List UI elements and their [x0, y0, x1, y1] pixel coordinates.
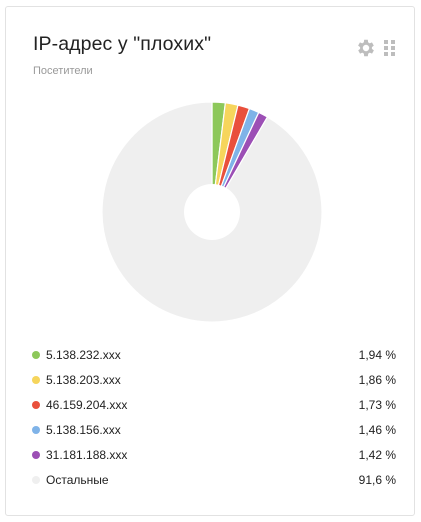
legend-label: 31.181.188.xxx: [46, 448, 128, 462]
legend-marker: [32, 426, 40, 434]
gear-icon[interactable]: [355, 37, 377, 59]
legend-marker: [32, 351, 40, 359]
legend-marker: [32, 476, 40, 484]
legend-value: 1,46 %: [358, 423, 396, 437]
legend-value: 1,94 %: [358, 348, 396, 362]
donut-hole: [184, 184, 240, 240]
legend-label: 46.159.204.xxx: [46, 398, 128, 412]
legend-marker: [32, 376, 40, 384]
legend-marker: [32, 451, 40, 459]
chart-legend: 5.138.232.xxx 1,94 % 5.138.203.xxx 1,86 % 46…: [30, 343, 396, 493]
legend-marker: [32, 401, 40, 409]
legend-item[interactable]: 5.138.232.xxx 1,94 %: [30, 343, 396, 368]
legend-label: 5.138.203.xxx: [46, 373, 121, 387]
legend-item[interactable]: Остальные 91,6 %: [30, 468, 396, 493]
widget-title: IP-адрес у "плохих": [33, 33, 212, 55]
legend-item[interactable]: 5.138.203.xxx 1,86 %: [30, 368, 396, 393]
legend-item[interactable]: 5.138.156.xxx 1,46 %: [30, 418, 396, 443]
legend-value: 1,73 %: [358, 398, 396, 412]
legend-value: 1,42 %: [358, 448, 396, 462]
legend-item[interactable]: 46.159.204.xxx 1,73 %: [30, 393, 396, 418]
legend-item[interactable]: 31.181.188.xxx 1,42 %: [30, 443, 396, 468]
legend-label: 5.138.156.xxx: [46, 423, 121, 437]
legend-value: 91,6 %: [358, 473, 396, 487]
legend-label: 5.138.232.xxx: [46, 348, 121, 362]
legend-label: Остальные: [46, 473, 109, 487]
legend-value: 1,86 %: [358, 373, 396, 387]
widget-subtitle: Посетители: [33, 65, 93, 77]
drag-handle-icon[interactable]: [384, 40, 396, 56]
